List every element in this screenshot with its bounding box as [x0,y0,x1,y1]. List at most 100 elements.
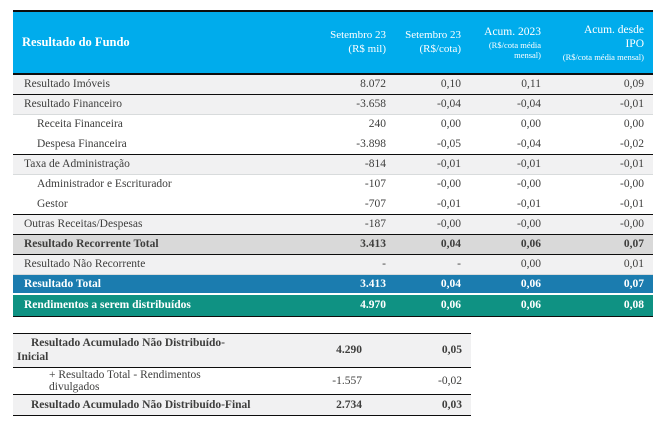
row-value: -0,05 [395,134,470,155]
table-row: Taxa de Administração -814 -0,01 -0,01 -0,01 [13,154,653,175]
accumulated-result-table: Resultado Acumulado Não Distribuído-Inic… [13,332,471,417]
row-label: Resultado Total [13,274,293,295]
table-row: Administrador e Escriturador -107 -0,00 -0,… [13,174,653,194]
row-label: Resultado Imóveis [13,74,293,95]
row-value: 0,11 [470,74,550,95]
row-value: 0,10 [395,74,470,95]
row-value: 0,00 [395,114,470,134]
row-value: -187 [293,214,395,235]
row-value: -0,02 [371,367,471,396]
row-value: -0,04 [470,134,550,155]
table-row: Resultado Recorrente Total 3.413 0,04 0,06 0… [13,234,653,255]
row-label: Resultado Não Recorrente [13,254,293,275]
table-title: Resultado do Fundo [22,35,130,49]
table-row: Resultado Não Recorrente - -0,00 0,01 [13,254,653,275]
row-value: 0,04 [395,234,470,255]
row-value: -0,04 [470,94,550,115]
row-value: -0,01 [550,94,653,115]
row-label: Resultado Acumulado Não Distribuído-Fina… [13,394,253,417]
fund-result-table: Resultado do Fundo Setembro 23 (R$ mil) … [13,10,653,317]
row-value: - [395,254,470,275]
row-value: 240 [293,114,395,134]
row-value: -0,01 [550,194,653,215]
table-row: + Resultado Total - Rendimentos divulgad… [13,367,471,396]
table-row: Resultado Total 3.413 0,04 0,06 0,07 [13,274,653,295]
fund-result-table-body: Resultado Imóveis 8.072 0,10 0,11 0,09 Result… [13,74,653,317]
row-value: 0,07 [550,274,653,295]
row-label: Receita Financeira [13,114,293,134]
row-value: 3.413 [293,274,395,295]
row-value: 4.290 [253,333,371,369]
table-row: Resultado Acumulado Não Distribuído-Fina… [13,394,471,417]
col-header-label: Setembro 23 [405,28,461,41]
row-value: -107 [293,174,395,194]
col-header-acum-2023: Acum. 2023 (R$/cota média mensal) [470,11,550,74]
row-value: -0,00 [395,174,470,194]
row-value: -0,00 [395,214,470,235]
row-value: -0,00 [550,214,653,235]
row-value: 0,07 [550,234,653,255]
row-value: -0,00 [470,174,550,194]
row-value: 0,06 [395,294,470,317]
row-label: Outras Receitas/Despesas [13,214,293,235]
table-row: Despesa Financeira -3.898 -0,05 -0,04 -0,02 [13,134,653,155]
table-row: Receita Financeira 240 0,00 0,00 0,00 [13,114,653,134]
row-value: 0,05 [371,333,471,369]
row-label: Resultado Recorrente Total [13,234,293,255]
row-value: 0,00 [470,114,550,134]
row-label: + Resultado Total - Rendimentos divulgad… [13,367,253,396]
row-value: -0,01 [395,154,470,175]
table-row: Rendimentos a serem distribuídos 4.970 0,0… [13,294,653,317]
row-value: 0,06 [470,234,550,255]
row-value: -1.557 [253,367,371,396]
table-header-row: Resultado do Fundo Setembro 23 (R$ mil) … [13,11,653,74]
row-label: Administrador e Escriturador [13,174,293,194]
table-row: Resultado Imóveis 8.072 0,10 0,11 0,09 [13,74,653,95]
row-value: 0,08 [550,294,653,317]
row-value: -3.898 [293,134,395,155]
row-value: -0,01 [395,194,470,215]
row-value: - [293,254,395,275]
row-label: Resultado Acumulado Não Distribuído-Inic… [13,333,253,369]
row-value: -707 [293,194,395,215]
fund-report-page: Resultado do Fundo Setembro 23 (R$ mil) … [13,10,653,417]
row-value: 0,06 [470,274,550,295]
row-value: 3.413 [293,234,395,255]
row-value: -3.658 [293,94,395,115]
row-value: -0,02 [550,134,653,155]
table-row: Resultado Acumulado Não Distribuído-Inic… [13,333,471,369]
row-value: -0,01 [470,154,550,175]
col-header-setembro-cota: Setembro 23 (R$/cota) [395,11,470,74]
row-value: 4.970 [293,294,395,317]
row-value: -0,01 [470,194,550,215]
col-header-label: Acum. 2023 [484,26,541,39]
row-label: Rendimentos a serem distribuídos [13,294,293,317]
row-value: -0,00 [550,174,653,194]
col-header-unit: (R$ mil) [348,42,386,55]
row-label: Despesa Financeira [13,134,293,155]
col-header-unit: (R$/cota) [419,42,461,55]
row-value: 0,00 [470,254,550,275]
col-header-acum-ipo: Acum. desde IPO (R$/cota média mensal) [550,11,653,74]
row-value: 0,04 [395,274,470,295]
col-header-label: Acum. desde IPO [583,24,644,51]
row-value: 8.072 [293,74,395,95]
row-label: Taxa de Administração [13,154,293,175]
table-row: Outras Receitas/Despesas -187 -0,00 -0,00 -0… [13,214,653,235]
row-value: 2.734 [253,394,371,417]
row-value: 0,06 [470,294,550,317]
row-label: Gestor [13,194,293,215]
accumulated-result-table-body: Resultado Acumulado Não Distribuído-Inic… [13,333,471,417]
col-header-label: Setembro 23 [330,28,386,41]
row-value: -0,00 [470,214,550,235]
row-value: -814 [293,154,395,175]
row-value: 0,01 [550,254,653,275]
table-row: Resultado Financeiro -3.658 -0,04 -0,04 -0,0… [13,94,653,115]
col-header-unit: (R$/cota média mensal) [562,51,644,62]
row-value: -0,04 [395,94,470,115]
row-label: Resultado Financeiro [13,94,293,115]
table-row: Gestor -707 -0,01 -0,01 -0,01 [13,194,653,215]
row-value: -0,01 [550,154,653,175]
row-value: 0,09 [550,74,653,95]
row-value: 0,03 [371,394,471,417]
